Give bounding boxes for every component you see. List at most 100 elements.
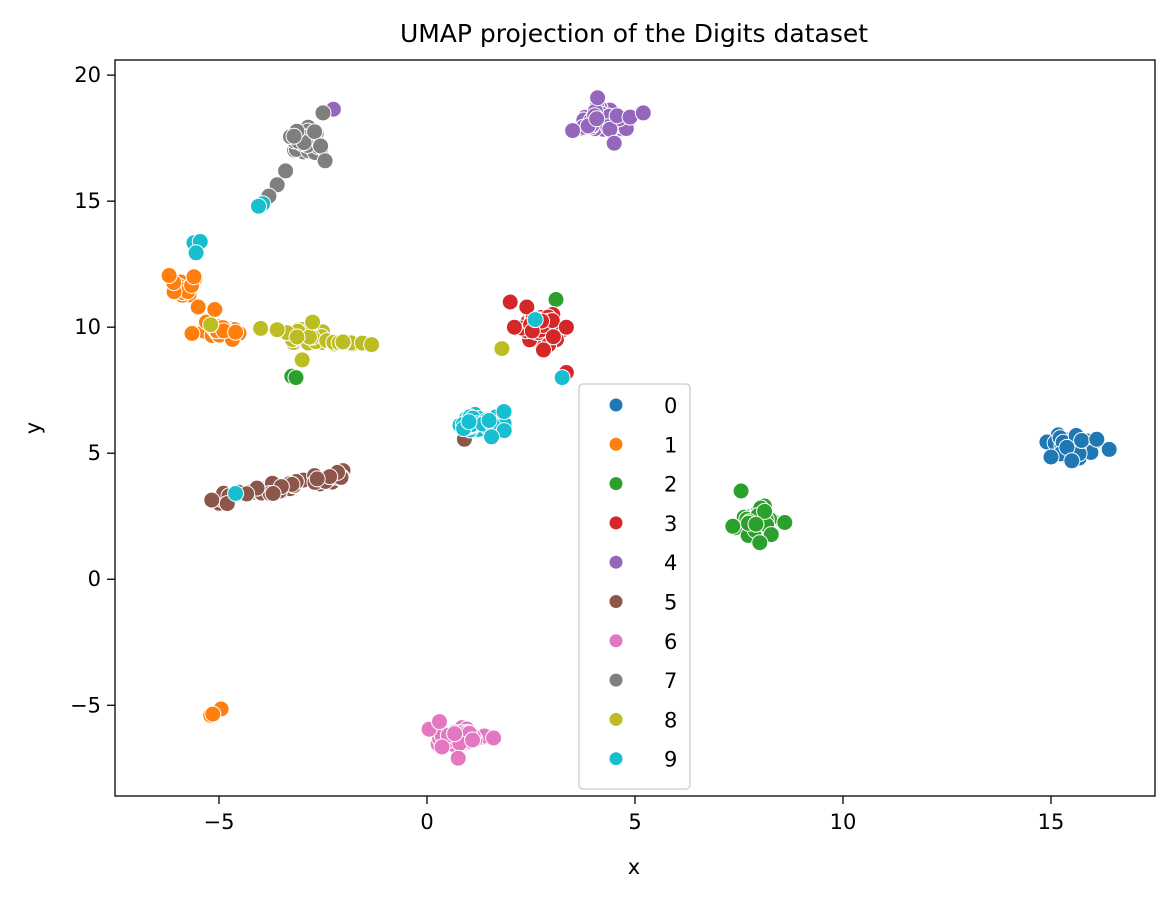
legend-marker	[608, 751, 624, 767]
data-point	[1100, 440, 1118, 458]
legend-label: 4	[664, 551, 677, 575]
x-axis: −5 0 5 10 15	[204, 796, 1065, 834]
data-point	[306, 123, 324, 141]
data-point	[288, 328, 306, 346]
y-axis-label: y	[21, 422, 45, 434]
legend-marker	[608, 711, 624, 727]
data-point	[250, 197, 267, 215]
legend-label: 3	[664, 512, 677, 536]
data-point	[505, 318, 523, 336]
series-6	[420, 713, 503, 767]
data-point	[312, 137, 330, 155]
data-point	[264, 485, 282, 502]
data-point	[756, 502, 774, 520]
data-point	[518, 298, 536, 316]
legend-label: 2	[664, 473, 677, 497]
data-point	[480, 412, 498, 429]
series-7	[260, 104, 334, 205]
x-axis-label: x	[628, 855, 640, 879]
data-point	[227, 323, 245, 341]
x-tick-label: 5	[628, 810, 641, 834]
points-layer	[160, 89, 1118, 767]
data-point	[308, 470, 326, 488]
data-point	[203, 491, 221, 509]
data-point	[557, 318, 575, 336]
legend-label: 1	[664, 433, 677, 457]
data-point	[287, 369, 305, 387]
data-point	[252, 319, 270, 337]
data-point	[183, 325, 201, 342]
data-point	[553, 369, 571, 387]
data-point	[588, 110, 606, 128]
data-point	[535, 341, 552, 359]
series-2	[283, 291, 794, 552]
series-9	[185, 195, 571, 502]
data-point	[501, 293, 519, 311]
data-point	[589, 89, 607, 107]
data-point	[724, 517, 742, 535]
y-axis: −5 0 5 10 15 20	[70, 63, 115, 717]
legend-marker	[608, 594, 624, 609]
data-point	[204, 705, 222, 723]
legend-marker	[608, 476, 624, 492]
data-point	[316, 152, 334, 170]
y-tick-label: −5	[70, 693, 101, 717]
data-point	[268, 321, 286, 339]
data-point	[1042, 448, 1060, 466]
y-tick-label: 5	[88, 441, 101, 465]
data-point	[732, 482, 750, 500]
data-point	[189, 298, 207, 316]
data-point	[449, 749, 467, 767]
data-point	[431, 713, 448, 731]
legend: 0 1 2 3 4 5 6 7 8 9	[578, 383, 691, 790]
data-point	[433, 738, 451, 756]
series-0	[1038, 426, 1118, 470]
legend-marker	[608, 515, 624, 531]
x-tick-label: 0	[420, 810, 433, 834]
data-point	[544, 328, 562, 346]
data-point	[751, 534, 769, 552]
data-point	[460, 413, 478, 431]
legend-label: 8	[664, 708, 677, 732]
data-point	[285, 127, 303, 145]
y-tick-label: 15	[74, 189, 101, 213]
x-tick-label: 10	[830, 810, 857, 834]
y-tick-label: 20	[74, 63, 101, 87]
data-point	[227, 485, 245, 502]
data-point	[1063, 452, 1081, 470]
x-tick-label: 15	[1038, 810, 1065, 834]
data-point	[202, 316, 220, 334]
data-point	[185, 268, 203, 286]
y-tick-label: 10	[74, 315, 101, 339]
data-point	[293, 351, 311, 369]
data-point	[363, 336, 381, 354]
data-point	[446, 725, 464, 743]
legend-marker	[608, 633, 624, 649]
legend-label: 0	[664, 394, 677, 418]
chart-title: UMAP projection of the Digits dataset	[400, 19, 868, 48]
legend-marker	[608, 436, 624, 452]
data-point	[634, 104, 652, 122]
data-point	[776, 514, 794, 531]
data-point	[304, 313, 322, 331]
data-point	[495, 403, 513, 421]
legend-marker	[608, 397, 624, 413]
data-point	[334, 333, 352, 351]
data-point	[485, 729, 503, 747]
data-point	[493, 340, 511, 358]
data-point	[483, 428, 500, 446]
data-point	[1088, 430, 1106, 448]
legend-marker	[608, 672, 624, 688]
legend-label: 9	[664, 748, 677, 772]
data-point	[314, 104, 332, 122]
data-point	[526, 311, 544, 329]
data-point	[160, 267, 178, 284]
legend-label: 5	[664, 591, 677, 615]
y-tick-label: 0	[88, 567, 101, 591]
data-point	[564, 122, 582, 140]
series-8	[202, 313, 511, 369]
data-point	[206, 301, 224, 318]
data-point	[547, 291, 565, 308]
data-point	[1073, 432, 1091, 449]
